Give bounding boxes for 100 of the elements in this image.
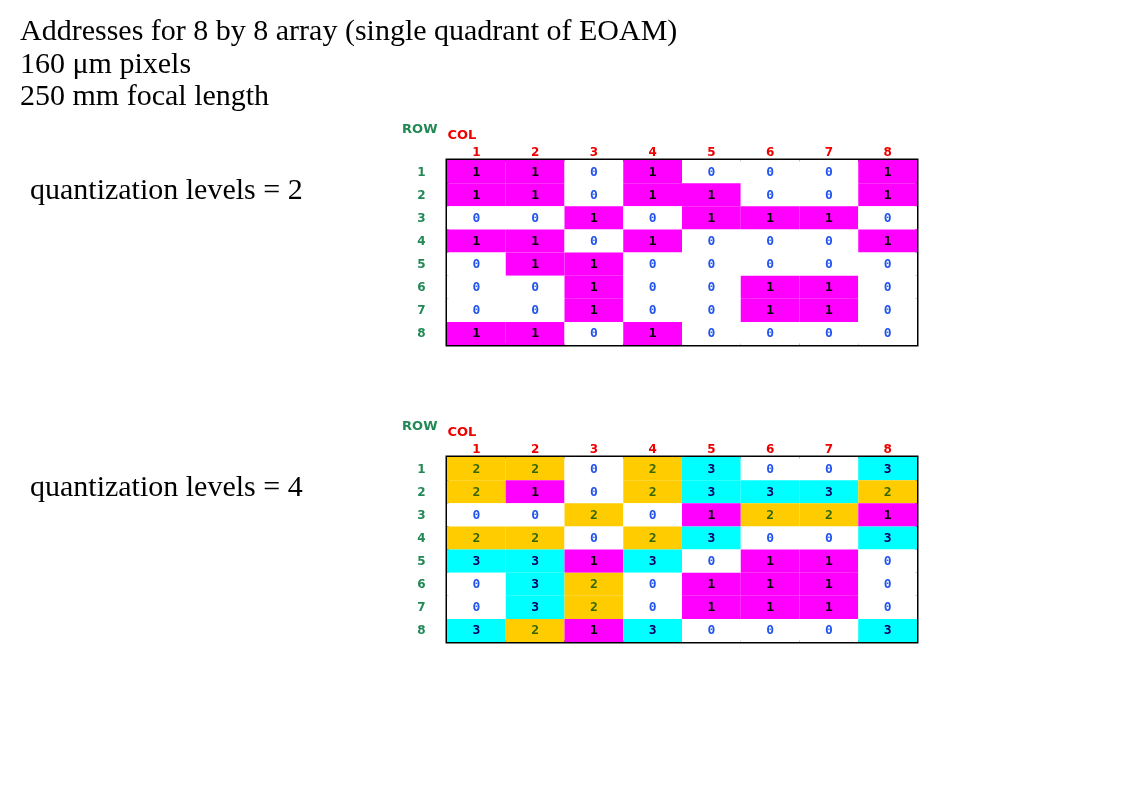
data-label: 0: [589, 232, 598, 248]
data-label: 0: [472, 209, 481, 225]
data-label: 0: [472, 599, 481, 615]
data-label: 0: [531, 302, 540, 318]
data-label: 1: [824, 279, 833, 295]
data-label: 2: [883, 483, 892, 499]
data-label: 0: [766, 325, 775, 341]
data-label: 0: [648, 506, 657, 522]
data-label: 2: [589, 599, 598, 615]
data-label: 1: [531, 256, 540, 272]
data-label: 0: [648, 599, 657, 615]
x-tick-label: 3: [589, 144, 599, 159]
text: 160 μm pixels: [20, 45, 192, 79]
data-label: 3: [472, 553, 481, 569]
data-label: 2: [531, 622, 540, 638]
data-label: 1: [707, 599, 716, 615]
data-label: 1: [589, 209, 598, 225]
data-label: 1: [883, 506, 892, 522]
data-label: 0: [531, 209, 540, 225]
data-label: 1: [589, 553, 598, 569]
data-label: 1: [531, 483, 540, 499]
y-tick-label: 8: [417, 326, 426, 341]
data-label: 0: [472, 279, 481, 295]
y-tick-label: 7: [417, 303, 426, 318]
data-label: 1: [824, 302, 833, 318]
y-tick-label: 6: [417, 280, 426, 295]
data-label: 0: [589, 325, 598, 341]
data-label: 0: [707, 256, 716, 272]
y-axis-title: ROW: [402, 417, 438, 433]
data-label: 0: [883, 553, 892, 569]
data-label: 2: [648, 529, 657, 545]
data-label: 1: [472, 325, 481, 341]
data-label: 0: [766, 186, 775, 202]
data-label: 3: [531, 599, 540, 615]
x-tick-label: 5: [707, 441, 716, 456]
data-label: 1: [766, 209, 775, 225]
data-label: 2: [531, 460, 540, 476]
y-axis-title: ROW: [402, 120, 438, 136]
data-label: 1: [766, 553, 775, 569]
data-label: 0: [648, 209, 657, 225]
data-label: 1: [589, 256, 598, 272]
data-label: 0: [766, 232, 775, 248]
data-label: 0: [766, 529, 775, 545]
data-label: 1: [707, 186, 716, 202]
data-label: 0: [472, 506, 481, 522]
data-label: 1: [472, 163, 481, 179]
data-label: 0: [707, 622, 716, 638]
data-label: 0: [824, 186, 833, 202]
data-label: 1: [648, 163, 657, 179]
x-tick-label: 6: [765, 144, 775, 159]
data-label: 2: [766, 506, 775, 522]
data-label: 0: [648, 576, 657, 592]
x-tick-label: 6: [765, 441, 775, 456]
y-tick-label: 2: [417, 187, 426, 202]
data-label: 1: [707, 506, 716, 522]
x-tick-label: 3: [589, 441, 599, 456]
data-label: 1: [648, 186, 657, 202]
data-label: 1: [589, 279, 598, 295]
data-label: 3: [531, 553, 540, 569]
data-label: 0: [472, 302, 481, 318]
data-label: 0: [589, 483, 598, 499]
data-label: 1: [531, 232, 540, 248]
data-label: 1: [472, 232, 481, 248]
data-label: 0: [883, 576, 892, 592]
chart-title: Addresses for 8 by 8 array (single quadrant of EOAM): [20, 12, 678, 47]
data-label: 0: [707, 163, 716, 179]
data-label: 0: [707, 279, 716, 295]
data-label: 0: [824, 325, 833, 341]
data-label: 1: [883, 186, 892, 202]
data-label: 1: [589, 622, 598, 638]
data-label: 1: [648, 232, 657, 248]
data-label: 0: [883, 256, 892, 272]
data-label: 0: [766, 163, 775, 179]
data-label: 1: [824, 599, 833, 615]
data-label: 2: [589, 506, 598, 522]
data-label: 1: [824, 553, 833, 569]
data-label: 3: [883, 622, 892, 638]
data-label: 3: [472, 622, 481, 638]
x-axis-title: COL: [447, 423, 477, 439]
data-label: 1: [531, 163, 540, 179]
data-label: 0: [707, 302, 716, 318]
data-label: 0: [824, 256, 833, 272]
data-label: 3: [883, 460, 892, 476]
y-tick-label: 6: [417, 577, 426, 592]
data-label: 0: [472, 256, 481, 272]
data-label: 0: [824, 622, 833, 638]
data-label: 0: [589, 529, 598, 545]
data-label: 0: [707, 553, 716, 569]
y-tick-label: 1: [417, 164, 426, 179]
data-label: 1: [766, 599, 775, 615]
data-label: 3: [883, 529, 892, 545]
data-label: 0: [648, 279, 657, 295]
data-label: 0: [883, 302, 892, 318]
x-tick-label: 1: [472, 144, 481, 159]
y-tick-label: 3: [417, 507, 426, 522]
data-label: 3: [824, 483, 833, 499]
data-label: 0: [531, 506, 540, 522]
data-label: 0: [531, 279, 540, 295]
data-label: 3: [531, 576, 540, 592]
data-label: 3: [707, 483, 716, 499]
